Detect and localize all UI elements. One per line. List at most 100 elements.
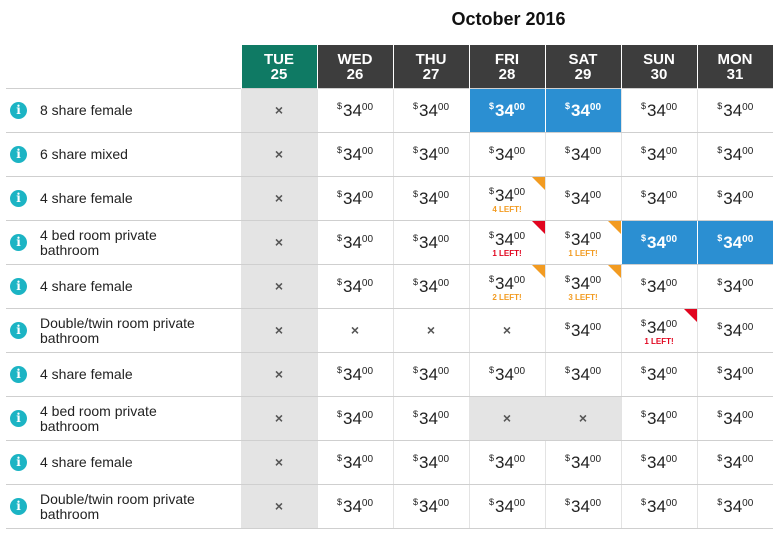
day-number: 30 [650,65,668,83]
info-icon[interactable]: i [10,366,27,383]
price-cell[interactable]: $3400 [392,264,469,309]
price-cell[interactable]: $3400 [316,396,393,441]
price: $3400 [337,233,373,252]
price: $3400 [337,145,373,164]
info-icon[interactable]: i [10,190,27,207]
price-cell[interactable]: $3400 [392,440,469,485]
price-cents: 00 [589,145,602,157]
price-cell[interactable]: $3400 1 LEFT! [468,220,545,265]
price-cell[interactable]: $3400 [544,308,621,353]
price-cell-selected[interactable]: $3400 [696,220,773,265]
info-icon[interactable]: i [10,498,27,515]
price-cell[interactable]: $3400 [544,440,621,485]
price-cell[interactable]: $3400 [316,484,393,529]
price-cell[interactable]: $3400 [316,352,393,397]
price-cell[interactable]: $3400 [696,484,773,529]
room-label: i 4 share female [6,454,241,471]
info-icon[interactable]: i [10,454,27,471]
price-cell[interactable]: $3400 [620,88,697,133]
price-cell[interactable]: $3400 1 LEFT! [544,220,621,265]
price-cell[interactable]: $3400 [468,352,545,397]
room-name: 8 share female [40,102,133,118]
price-cell[interactable]: $3400 [468,132,545,177]
price-amount: 34 [418,276,438,296]
currency-symbol: $ [564,452,570,463]
currency-symbol: $ [564,274,570,284]
price-cell[interactable]: $3400 [696,88,773,133]
price-cell[interactable]: $3400 [696,396,773,441]
price-cell[interactable]: $3400 [316,220,393,265]
room-label-cell: i 4 share female [6,176,241,221]
price-cell[interactable]: $3400 [620,484,697,529]
price-cell[interactable]: $3400 [392,220,469,265]
unavailable-icon: × [578,409,588,426]
info-icon[interactable]: i [10,234,27,251]
price-cell[interactable]: $3400 [544,176,621,221]
price-cell[interactable]: $3400 2 LEFT! [468,264,545,309]
price: $3400 [565,321,601,340]
price-amount: 34 [342,100,362,120]
unavailable-cell: × [240,352,317,397]
price-amount: 34 [570,230,590,249]
price-cell[interactable]: $3400 [620,352,697,397]
price-cell[interactable]: $3400 [620,264,697,309]
price-cell[interactable]: $3400 [392,396,469,441]
price: $3400 [717,277,753,296]
price: $3400 [413,365,449,384]
unavailable-icon: × [274,321,284,338]
price-cell[interactable]: $3400 [392,352,469,397]
info-icon[interactable]: i [10,410,27,427]
info-icon[interactable]: i [10,322,27,339]
price-amount: 34 [646,496,666,516]
price-cell[interactable]: $3400 [696,264,773,309]
price-cell[interactable]: $3400 [696,308,773,353]
price-amount: 34 [723,276,743,296]
price-cell[interactable]: $3400 [620,396,697,441]
room-label: i 4 share female [6,190,241,207]
price-cell[interactable]: $3400 [544,352,621,397]
price-amount: 34 [494,364,514,384]
price-amount: 34 [494,186,514,205]
price-cents: 00 [513,365,526,377]
price-cell[interactable]: $3400 [392,176,469,221]
price-cents: 00 [742,321,754,333]
price-cell[interactable]: $3400 [544,484,621,529]
price-cell[interactable]: $3400 [468,440,545,485]
price-cell[interactable]: $3400 [392,132,469,177]
price-cents: 00 [589,497,602,509]
room-label-cell: i Double/twin room private bathroom [6,484,241,529]
price-cell[interactable]: $3400 [316,176,393,221]
price-cell[interactable]: $3400 3 LEFT! [544,264,621,309]
info-icon[interactable]: i [10,278,27,295]
price-cell[interactable]: $3400 [316,88,393,133]
price-cents: 00 [361,497,374,509]
price-cell-selected[interactable]: $3400 [468,88,545,133]
price-amount: 34 [723,232,743,252]
price-cell[interactable]: $3400 [696,440,773,485]
price-cell-selected[interactable]: $3400 [544,88,621,133]
price-cents: 00 [665,409,678,421]
price-cell[interactable]: $3400 1 LEFT! [620,308,697,353]
price-cell[interactable]: $3400 [316,132,393,177]
info-icon[interactable]: i [10,102,27,119]
price-cell[interactable]: $3400 [620,440,697,485]
price-cell[interactable]: $3400 4 LEFT! [468,176,545,221]
price-cell[interactable]: $3400 [316,440,393,485]
price-cell[interactable]: $3400 [696,352,773,397]
day-header-thu: THU 27 [392,45,470,89]
price-cell[interactable]: $3400 [696,132,773,177]
price-cell[interactable]: $3400 [392,88,469,133]
price-cell[interactable]: $3400 [392,484,469,529]
price-cell[interactable]: $3400 [696,176,773,221]
info-icon[interactable]: i [10,146,27,163]
price-cell[interactable]: $3400 [620,132,697,177]
price-cell[interactable]: $3400 [620,176,697,221]
price-cell[interactable]: $3400 [468,484,545,529]
price: $3400 [413,233,449,252]
price-cell[interactable]: $3400 [316,264,393,309]
price-cents: 00 [437,453,450,465]
unavailable-cell: × [240,396,317,441]
price-cell-selected[interactable]: $3400 [620,220,697,265]
price-amount: 34 [570,100,590,120]
price-cell[interactable]: $3400 [544,132,621,177]
